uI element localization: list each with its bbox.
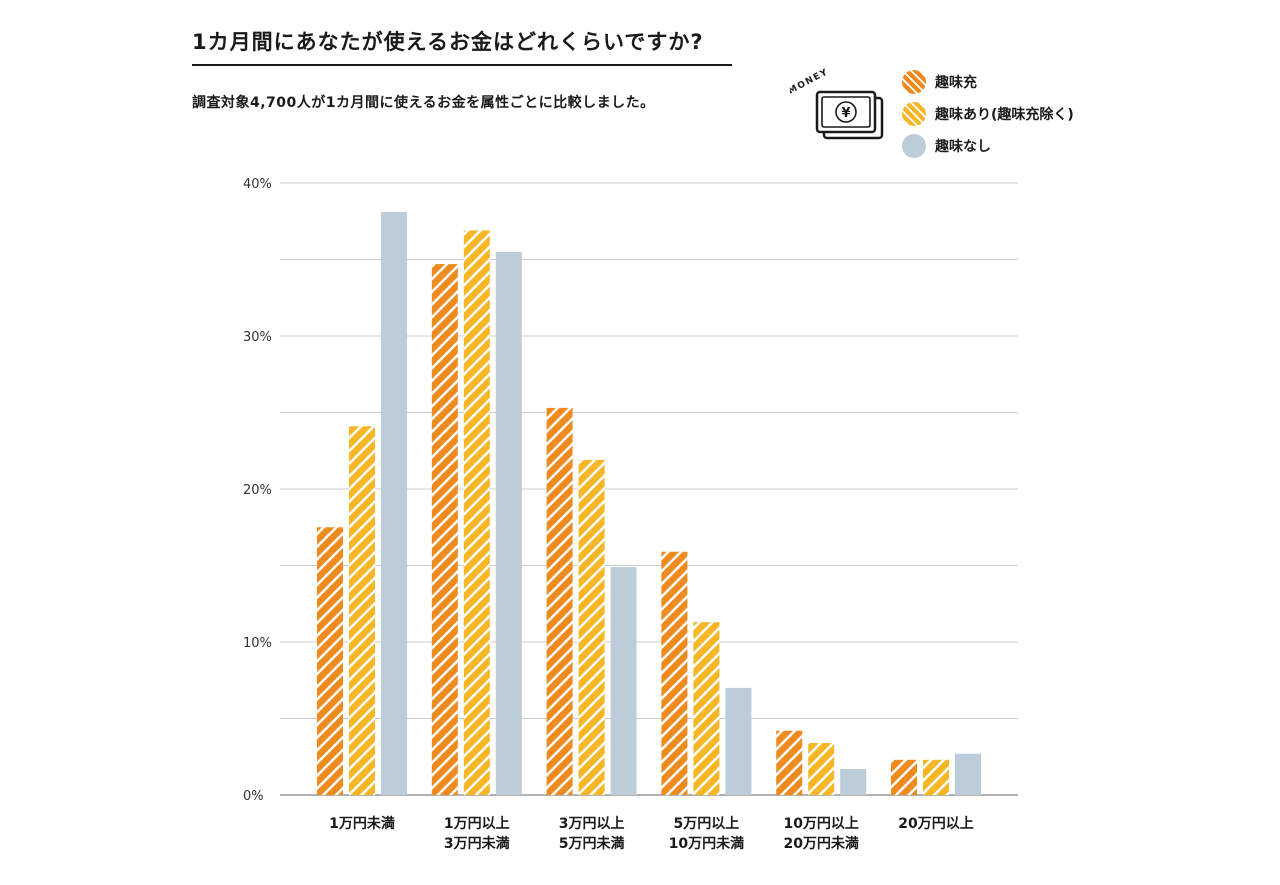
bar-no-hobby-1 [495, 251, 522, 796]
x-tick-label: 10万円未満 [669, 835, 744, 852]
bar-hobby-some-4 [808, 742, 835, 795]
page-title: 1カ月間にあなたが使えるお金はどれくらいですか? [192, 30, 704, 54]
bar-no-hobby-5 [955, 753, 981, 795]
bar-hobby-rich-0 [317, 527, 343, 795]
bar-hobby-some-5 [923, 759, 949, 795]
bar-hobby-some-3 [693, 622, 720, 795]
title-underline [192, 64, 732, 66]
bar-no-hobby-3 [725, 687, 752, 795]
legend-item-hobby-rich: 趣味充 [902, 66, 1074, 98]
legend-item-no-hobby: 趣味なし [902, 130, 1074, 162]
bar-hobby-some-1 [463, 230, 490, 795]
bars [317, 212, 981, 796]
bar-no-hobby-0 [381, 212, 407, 795]
bar-hobby-rich-3 [661, 551, 688, 795]
legend-swatch-orange [902, 70, 926, 94]
y-tick-label: 0% [243, 789, 264, 804]
legend-item-hobby-some: 趣味あり(趣味充除く) [902, 98, 1074, 130]
y-tick-label: 20% [243, 483, 272, 498]
x-tick-label: 5万円以上 [674, 816, 740, 832]
y-tick-label: 40% [243, 177, 272, 192]
bar-hobby-some-2 [578, 459, 605, 795]
x-tick-label: 1万円未満 [329, 815, 395, 832]
x-tick-label: 3万円未満 [444, 835, 510, 852]
y-axis-ticks: 0% 10% 20% 30% 40% [243, 177, 272, 804]
legend-label: 趣味あり(趣味充除く) [935, 107, 1074, 123]
bar-hobby-rich-5 [891, 759, 917, 795]
x-tick-label: 1万円以上 [444, 816, 510, 832]
y-tick-label: 30% [243, 330, 272, 345]
legend-label: 趣味なし [935, 139, 991, 155]
chart-legend: 趣味充 趣味あり(趣味充除く) 趣味なし [902, 66, 1074, 162]
legend-label: 趣味充 [935, 75, 977, 91]
bar-hobby-rich-4 [776, 730, 803, 795]
x-tick-label: 20万円未満 [783, 835, 858, 852]
bar-hobby-rich-1 [431, 264, 458, 796]
money-bills-icon: MONEY ¥ [790, 68, 884, 140]
y-tick-label: 10% [243, 636, 272, 651]
bar-no-hobby-2 [610, 567, 637, 795]
legend-swatch-yellow [902, 102, 926, 126]
x-tick-label: 3万円以上 [559, 816, 625, 832]
legend-swatch-blue [902, 134, 926, 158]
yen-symbol: ¥ [841, 106, 850, 121]
x-tick-label: 10万円以上 [783, 816, 858, 832]
bar-hobby-some-0 [349, 426, 375, 795]
bar-no-hobby-4 [840, 768, 867, 795]
x-tick-label: 5万円未満 [559, 835, 625, 852]
bar-hobby-rich-2 [546, 407, 573, 795]
x-axis-ticks: 1万円未満 1万円以上 3万円未満 3万円以上 5万円未満 5万円以上 10万円未満 10万円… [329, 815, 974, 852]
x-tick-label: 20万円以上 [898, 816, 973, 832]
page-subtitle: 調査対象4,700人が1カ月間に使えるお金を属性ごとに比較しました。 [192, 95, 655, 111]
